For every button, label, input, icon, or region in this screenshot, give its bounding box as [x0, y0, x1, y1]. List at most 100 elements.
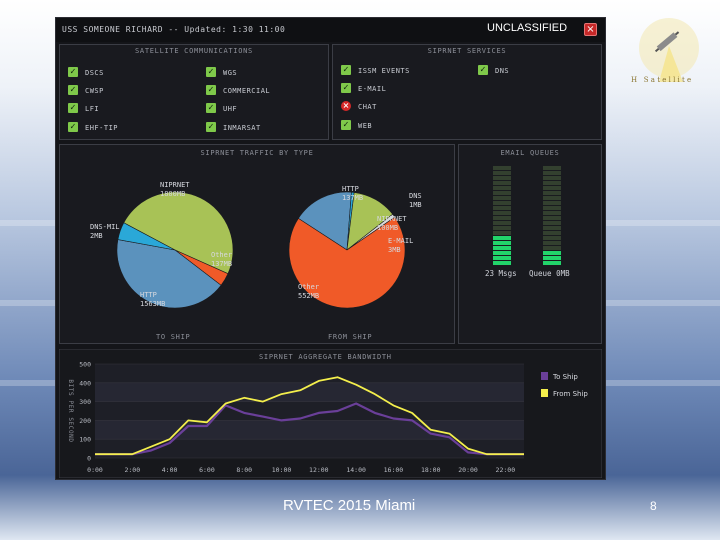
queue-meter-segment — [493, 176, 511, 180]
siprnet-error-icon: × — [341, 101, 351, 111]
satcom-status-icon: ✓ — [206, 122, 216, 132]
logo-text: H S a t e l l i t e — [631, 76, 691, 84]
from-ship-slice-value: 1MB — [409, 201, 422, 209]
x-tick-label: 10:00 — [272, 466, 292, 474]
queue-meter-segment — [493, 196, 511, 200]
dashboard-window: USS SOMEONE RICHARD -- Updated: 1:30 11:… — [55, 17, 606, 480]
queue-meter-segment — [543, 261, 561, 265]
queue-meter-segment — [493, 206, 511, 210]
queue-meter-segment — [543, 206, 561, 210]
queue-meter-segment — [493, 261, 511, 265]
queue-meter-segment — [493, 226, 511, 230]
satcom-status-icon: ✓ — [68, 122, 78, 132]
satcom-status-icon: ✓ — [206, 103, 216, 113]
x-tick-label: 8:00 — [236, 466, 252, 474]
queue-meter-segment — [543, 226, 561, 230]
x-tick-label: 14:00 — [346, 466, 366, 474]
queue-meter-segment — [493, 216, 511, 220]
satcom-status-icon: ✓ — [206, 85, 216, 95]
to-ship-label-other: Other 137MB — [211, 251, 232, 269]
queue-meter-segment — [543, 246, 561, 250]
satcom-label-lfi: LFI — [85, 105, 100, 113]
x-tick-label: 20:00 — [458, 466, 478, 474]
queue-meter-segment — [493, 241, 511, 245]
queue-meter-segment — [543, 196, 561, 200]
siprnet-label-web: WEB — [358, 122, 373, 130]
bandwidth-line-chart: SIPRNET AGGREGATE BANDWIDTH 0 100 200 300 400… — [59, 349, 602, 478]
legend-swatch — [541, 389, 548, 397]
email-queue-msgs-meter — [493, 165, 511, 265]
legend-swatch — [541, 372, 548, 380]
x-tick-label: 2:00 — [124, 466, 140, 474]
to-ship-slice-value: 1800MB — [160, 190, 186, 198]
chart-grid-band — [95, 364, 524, 383]
satcom-label-dscs: DSCS — [85, 69, 104, 77]
from-ship-label-other: Other 552MB — [298, 283, 319, 301]
from-ship-slice-name: HTTP — [342, 185, 359, 193]
email-queue-size-meter — [543, 165, 561, 265]
to-ship-slice-name: HTTP — [140, 291, 157, 299]
from-ship-label-niprnet: NIPRNET 100MB — [377, 215, 407, 233]
classification-label: UNCLASSIFIED — [487, 22, 568, 34]
satcom-label-uhf: UHF — [223, 105, 238, 113]
queue-meter-segment — [493, 251, 511, 255]
y-tick-label: 100 — [79, 436, 91, 444]
y-tick-label: 400 — [79, 379, 91, 387]
satcom-label-commercial: COMMERCIAL — [223, 87, 271, 95]
from-ship-caption: FROM SHIP — [328, 333, 373, 341]
siprnet-label-issm-events: ISSM EVENTS — [358, 67, 410, 75]
email-queues-title: EMAIL QUEUES — [500, 149, 560, 157]
traffic-panel-title: SIPRNET TRAFFIC BY TYPE — [200, 149, 314, 157]
satcom-status-icon: ✓ — [68, 67, 78, 77]
from-ship-label-dns: DNS 1MB — [409, 192, 422, 210]
chart-grid-band — [95, 420, 524, 440]
siprnet-panel-title: SIPRNET SERVICES — [427, 47, 507, 55]
from-ship-slice-value: 137MB — [342, 194, 364, 202]
queue-meter-segment — [543, 191, 561, 195]
x-tick-label: 22:00 — [496, 466, 516, 474]
to-ship-slice-http — [116, 239, 222, 309]
queue-meter-segment — [543, 231, 561, 235]
satcom-label-inmarsat: INMARSAT — [223, 124, 261, 132]
from-ship-slice-http — [297, 191, 352, 251]
queue-meter-segment — [493, 181, 511, 185]
siprnet-label-dns: DNS — [495, 67, 510, 75]
queue-meter-segment — [543, 216, 561, 220]
satcom-panel: SATELLITE COMMUNICATIONS ✓ DSCS ✓ WGS ✓ … — [59, 44, 329, 140]
traffic-by-type-panel: SIPRNET TRAFFIC BY TYPE NIPRNET 1800MB DN… — [59, 144, 455, 344]
to-ship-slice-value: 2MB — [90, 232, 103, 240]
hisatellite-logo: H S a t e l l i t e — [631, 18, 699, 84]
y-tick-label: 0 — [87, 455, 91, 463]
x-tick-label: 0:00 — [87, 466, 103, 474]
from-ship-slice-name: NIPRNET — [377, 215, 407, 223]
queue-meter-segment — [493, 221, 511, 225]
to-ship-label-dns-mil: DNS-MIL 2MB — [90, 223, 120, 241]
to-ship-slice-dns-mil — [117, 222, 176, 251]
queue-meter-segment — [493, 191, 511, 195]
queue-meter-segment — [543, 176, 561, 180]
from-ship-slice-name: DNS — [409, 192, 422, 200]
bandwidth-chart-title: SIPRNET AGGREGATE BANDWIDTH — [259, 353, 392, 361]
to-ship-slice-name: Other — [211, 251, 233, 259]
from-ship-slice-value: 100MB — [377, 224, 399, 232]
email-queues-panel: EMAIL QUEUES 23 Msgs Queue 0MB — [458, 144, 602, 344]
satcom-label-cwsp: CWSP — [85, 87, 104, 95]
footer-event-label: RVTEC 2015 Miami — [283, 497, 416, 514]
to-ship-slice-niprnet — [123, 191, 234, 275]
to-ship-slice-name: NIPRNET — [160, 181, 190, 189]
legend-label: From Ship — [553, 390, 588, 398]
to-ship-label-niprnet: NIPRNET 1800MB — [160, 181, 190, 199]
to-ship-label-http: HTTP 1563MB — [140, 291, 165, 309]
siprnet-status-icon: ✓ — [478, 65, 488, 75]
queue-meter-segment — [493, 201, 511, 205]
from-ship-slice-name: E-MAIL — [388, 237, 414, 245]
x-tick-label: 12:00 — [309, 466, 329, 474]
close-button[interactable]: × — [584, 23, 597, 36]
email-queue-size-label: Queue 0MB — [529, 269, 570, 278]
siprnet-label-chat: CHAT — [358, 103, 377, 111]
queue-meter-segment — [543, 236, 561, 240]
queue-meter-segment — [493, 256, 511, 260]
y-axis-label: BITS PER SECOND — [67, 379, 74, 442]
satcom-status-icon: ✓ — [206, 67, 216, 77]
queue-meter-segment — [543, 171, 561, 175]
